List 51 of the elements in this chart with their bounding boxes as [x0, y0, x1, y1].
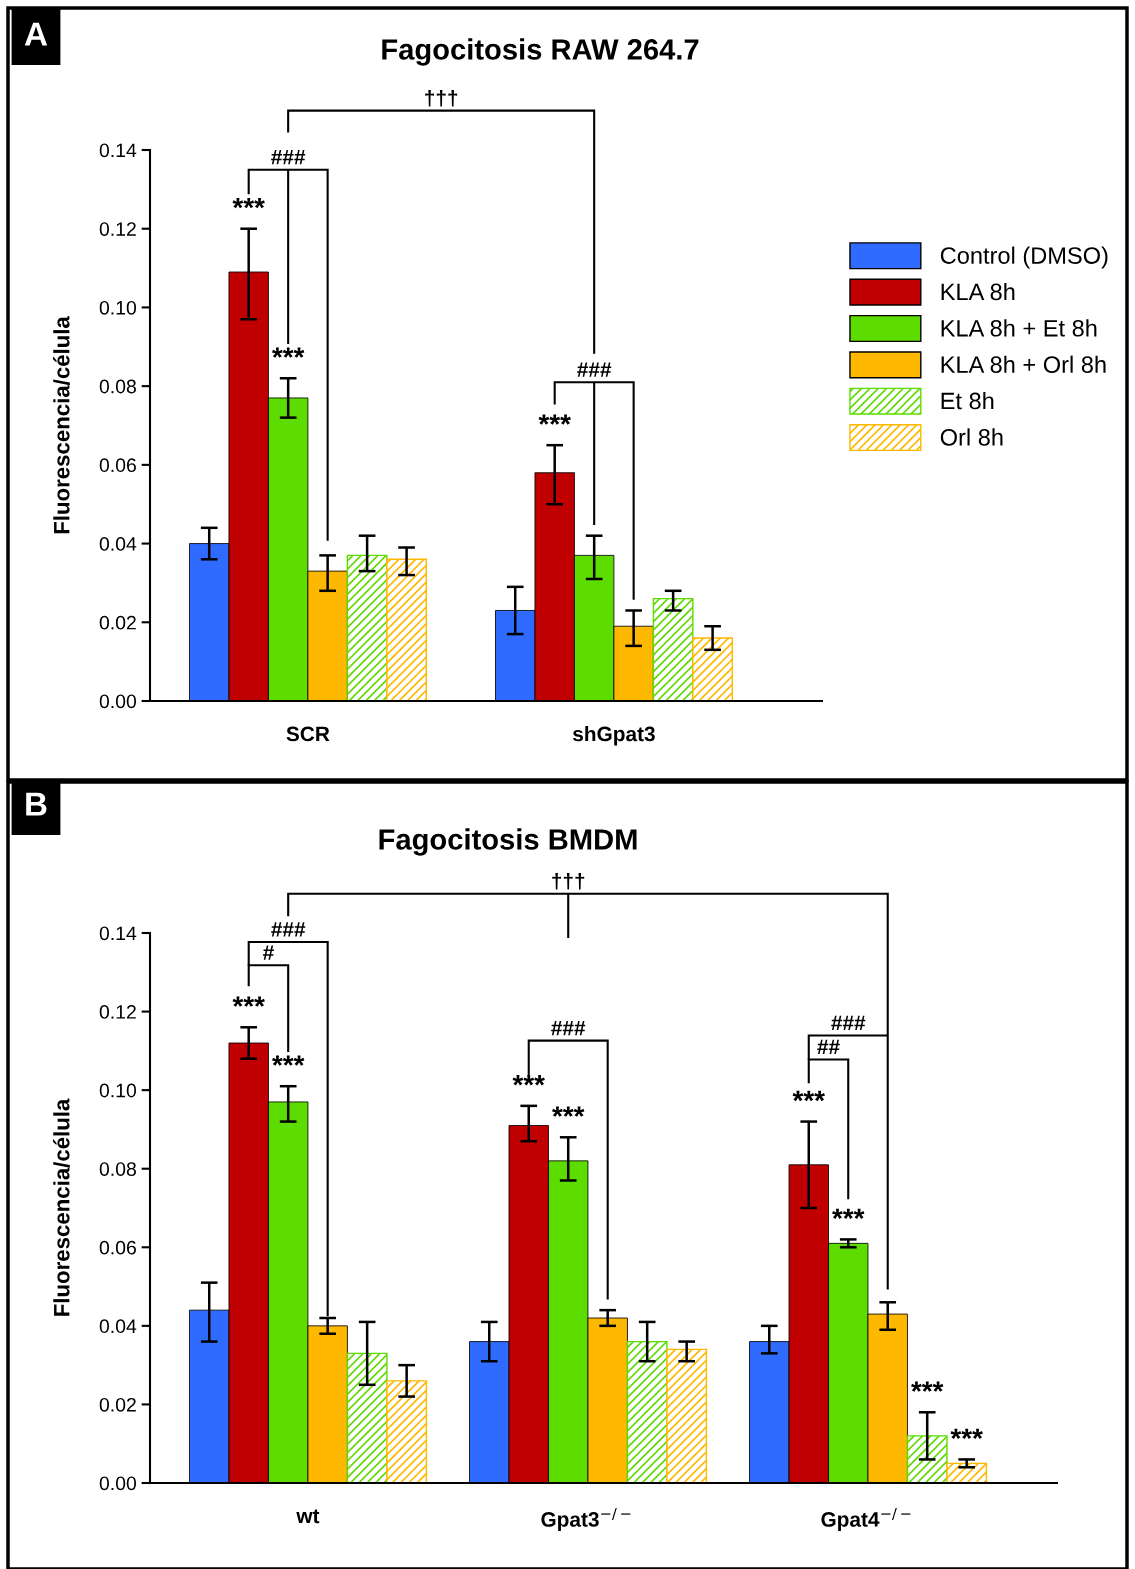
text: †††	[552, 873, 585, 890]
y-tick-label: 0.10	[99, 300, 137, 315]
annotation: ***	[950, 1428, 983, 1439]
y-tick-label: 0.04	[99, 1319, 137, 1334]
annotation: ###	[551, 1020, 586, 1036]
annotation: ***	[232, 197, 265, 209]
annotation: ***	[832, 1208, 865, 1219]
annotation: ***	[911, 1381, 944, 1392]
annotation: ***	[272, 347, 305, 358]
annotation: ***	[792, 1090, 825, 1102]
text: B	[26, 792, 47, 816]
chart-title: Fagocitosis RAW 264.7	[382, 38, 699, 66]
annotation: ###	[831, 1015, 866, 1031]
annotation: ***	[538, 414, 571, 425]
x-tick-label: Gpat4$^{−/−}$	[821, 1508, 911, 1531]
y-tick-label: 0.12	[99, 1005, 136, 1019]
y-tick-label: 0.00	[99, 694, 137, 709]
text: †††	[425, 90, 458, 107]
y-axis-title: Fluorescencia/célula	[53, 1098, 70, 1316]
y-axis-title: Fluorescencia/célula	[53, 316, 70, 534]
chart-title: Fagocitosis BMDM	[379, 828, 637, 856]
x-tick-label: wt	[296, 1509, 320, 1524]
legend-label: KLA 8h + Orl 8h	[941, 355, 1106, 373]
legend-label: Orl 8h	[940, 428, 1003, 446]
y-tick-label: 0.08	[99, 379, 136, 394]
text: A	[24, 22, 48, 46]
y-tick-label: 0.02	[99, 1397, 136, 1412]
y-tick-label: 0.14	[99, 143, 137, 158]
y-tick-label: 0.06	[99, 1240, 136, 1255]
annotation: ***	[512, 1075, 545, 1086]
legend-label: KLA 8h	[941, 282, 1015, 301]
legend-label: KLA 8h + Et 8h	[941, 319, 1097, 337]
annotation: ***	[232, 996, 265, 1007]
annotation: ###	[577, 362, 612, 377]
y-tick-label: 0.04	[99, 537, 137, 551]
annotation: ###	[271, 922, 306, 937]
x-tick-label: Gpat3$^{−/−}$	[541, 1508, 631, 1531]
y-tick-label: 0.02	[99, 615, 136, 630]
legend-label: Control (DMSO)	[940, 246, 1108, 269]
annotation: ###	[271, 149, 306, 165]
y-tick-label: 0.10	[99, 1083, 137, 1098]
x-tick-label: SCR	[286, 726, 330, 742]
y-tick-label: 0.06	[99, 458, 136, 473]
y-tick-label: 0.08	[99, 1162, 136, 1176]
legend-label: Et 8h	[941, 391, 994, 410]
y-tick-label: 0.14	[99, 926, 137, 941]
y-tick-label: 0.12	[99, 222, 136, 236]
y-tick-label: 0.00	[99, 1476, 137, 1491]
annotation: ***	[552, 1106, 585, 1117]
x-tick-label: shGpat3	[572, 726, 655, 746]
annotation: ***	[272, 1055, 305, 1066]
